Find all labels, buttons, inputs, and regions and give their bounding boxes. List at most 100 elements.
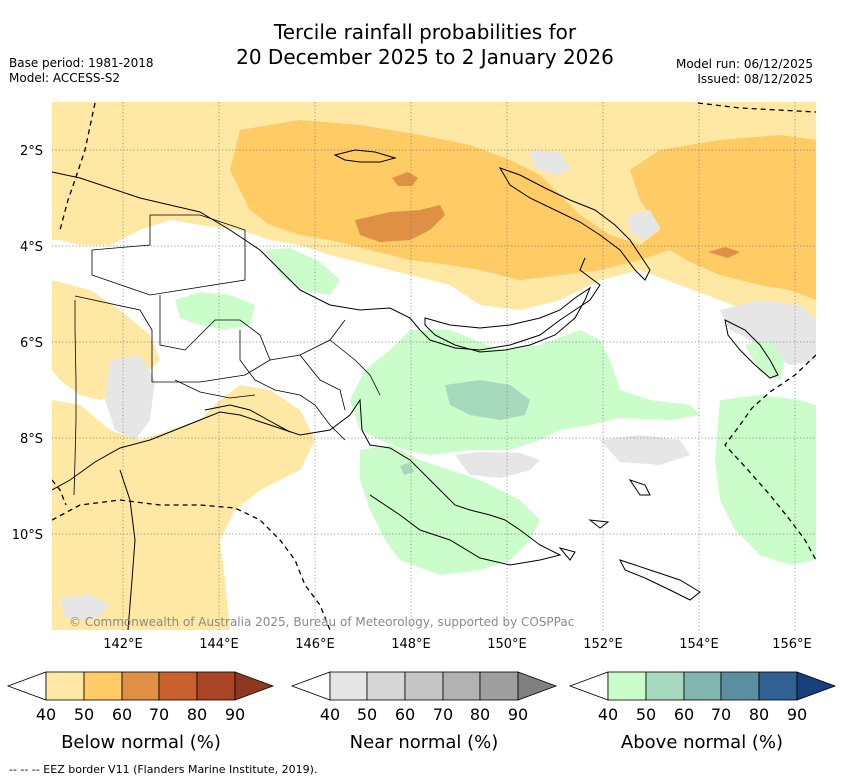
- legend-below-max-arrow: [234, 671, 275, 701]
- map-title: Tercile rainfall probabilities for 20 De…: [0, 20, 850, 70]
- model-run: Model run: 06/12/2025: [675, 57, 813, 71]
- legend-above-tick: 90: [787, 705, 807, 724]
- above-normal-50-small: [400, 462, 414, 475]
- lat-label-8s: 8°S: [20, 432, 43, 447]
- legend-near-tick: 50: [357, 705, 377, 724]
- legend-near-swatch-60: [404, 671, 444, 701]
- lon-label-148e: 148°E: [391, 637, 431, 652]
- near-normal-patch-west: [105, 355, 155, 440]
- legend-near-tick: 80: [470, 705, 490, 724]
- lon-label-142e: 142°E: [103, 637, 143, 652]
- legend-below-tick: 40: [36, 705, 56, 724]
- title-line-2: 20 December 2025 to 2 January 2026: [236, 45, 614, 69]
- lon-label-154e: 154°E: [679, 637, 719, 652]
- above-normal-40-east: [715, 395, 816, 565]
- legend-near-swatch-40: [329, 671, 368, 701]
- legend-above-swatch-50: [645, 671, 685, 701]
- legend-near-tick: 40: [320, 705, 340, 724]
- copyright-notice: © Commonwealth of Australia 2025, Bureau…: [69, 615, 574, 629]
- legend-below-normal: 40 50 60 70 80 90 Below normal (%): [6, 671, 275, 753]
- legend-above-label: Above normal (%): [621, 732, 783, 753]
- legend-above-swatch-70: [720, 671, 760, 701]
- coastlines: [52, 149, 779, 630]
- near-normal-patch-ne2: [628, 210, 660, 240]
- legend-below-tick: 80: [187, 705, 207, 724]
- map-area: [52, 102, 816, 630]
- lon-label-146e: 146°E: [295, 637, 335, 652]
- below-normal-60-patch-1: [355, 205, 445, 242]
- above-normal-40-central: [350, 330, 700, 455]
- lon-label-150e: 150°E: [487, 637, 527, 652]
- legend-near-tick: 60: [395, 705, 415, 724]
- legend-above-min-arrow: [568, 671, 609, 701]
- near-normal-patch-ne: [530, 150, 570, 175]
- eez-footnote: -- -- -- EEZ border V11 (Flanders Marine…: [9, 763, 318, 776]
- legend-near-label: Near normal (%): [350, 732, 499, 753]
- lon-label-152e: 152°E: [583, 637, 623, 652]
- legend-above-tick: 50: [636, 705, 656, 724]
- legend-below-tick: 90: [225, 705, 245, 724]
- coastline-islands-se: [619, 559, 701, 601]
- meta-right: Model run: 06/12/2025 Issued: 08/12/2025: [676, 57, 813, 87]
- legend-below-swatch-50: [83, 671, 123, 701]
- issued-date: Issued: 08/12/2025: [697, 72, 813, 86]
- legend-below-tick: 50: [74, 705, 94, 724]
- legend-near-swatch-80: [479, 671, 519, 701]
- near-normal-patch-south: [455, 452, 540, 478]
- near-normal-patch-se: [600, 435, 690, 465]
- above-normal-40-south: [360, 445, 540, 575]
- coastline-cape-york: [119, 469, 136, 630]
- legend-below-label: Below normal (%): [61, 732, 221, 753]
- legend-above-tick: 40: [598, 705, 618, 724]
- below-normal-40-band-south: [52, 385, 315, 630]
- legend-above-swatch-60: [683, 671, 722, 701]
- legend-below-swatch-80: [196, 671, 236, 701]
- above-normal-40-highlands: [175, 292, 255, 330]
- legend-near-tick: 90: [508, 705, 528, 724]
- coastline-new-guinea-north: [52, 171, 601, 351]
- legend-near-tick: 70: [433, 705, 453, 724]
- legend-near-swatch-70: [442, 671, 481, 701]
- legend-above-max-arrow: [796, 671, 837, 701]
- legend-above-tick: 70: [711, 705, 731, 724]
- borders: [73, 214, 381, 496]
- legend-near-swatch-50: [366, 671, 406, 701]
- above-normal-40-north: [265, 248, 340, 295]
- model-name: Model: ACCESS-S2: [9, 71, 121, 85]
- legend-below-swatch-40: [45, 671, 85, 701]
- legend-above-normal: 40 50 60 70 80 90 Above normal (%): [568, 671, 837, 753]
- lat-label-10s: 10°S: [12, 528, 43, 543]
- coastline-gulf: [204, 404, 291, 433]
- coastline-bougainville: [724, 319, 779, 379]
- below-normal-60-patch-2: [392, 172, 418, 186]
- lat-label-6s: 6°S: [20, 336, 43, 351]
- lat-label-2s: 2°S: [20, 144, 43, 159]
- meta-left: Base period: 1981-2018 Model: ACCESS-S2: [9, 56, 154, 86]
- legend-above-tick: 60: [674, 705, 694, 724]
- legend-below-tick: 60: [112, 705, 132, 724]
- coastline-islands-e: [558, 479, 651, 561]
- below-normal-50-band: [230, 120, 816, 300]
- coastline-new-britain: [424, 286, 592, 353]
- legend-near-normal: 40 50 60 70 80 90 Near normal (%): [290, 671, 558, 753]
- legend-above-tick: 80: [749, 705, 769, 724]
- near-normal-patch-east: [720, 300, 816, 365]
- legend-above-swatch-80: [758, 671, 798, 701]
- legend-below-swatch-70: [158, 671, 198, 701]
- lon-label-144e: 144°E: [199, 637, 239, 652]
- graticule: [52, 102, 816, 630]
- lon-label-156e: 156°E: [772, 637, 812, 652]
- eez-borders: [52, 102, 816, 630]
- coastline-new-ireland: [498, 167, 651, 281]
- lat-label-4s: 4°S: [20, 240, 43, 255]
- near-normal-patch-sw: [60, 594, 110, 620]
- legend-below-min-arrow: [6, 671, 47, 701]
- legend-near-min-arrow: [290, 671, 331, 701]
- legend-above-swatch-40: [607, 671, 647, 701]
- legend-below-tick: 70: [149, 705, 169, 724]
- base-period: Base period: 1981-2018: [9, 56, 154, 70]
- title-line-1: Tercile rainfall probabilities for: [273, 20, 577, 44]
- legend-near-max-arrow: [517, 671, 558, 701]
- above-normal-50-patch: [445, 380, 530, 420]
